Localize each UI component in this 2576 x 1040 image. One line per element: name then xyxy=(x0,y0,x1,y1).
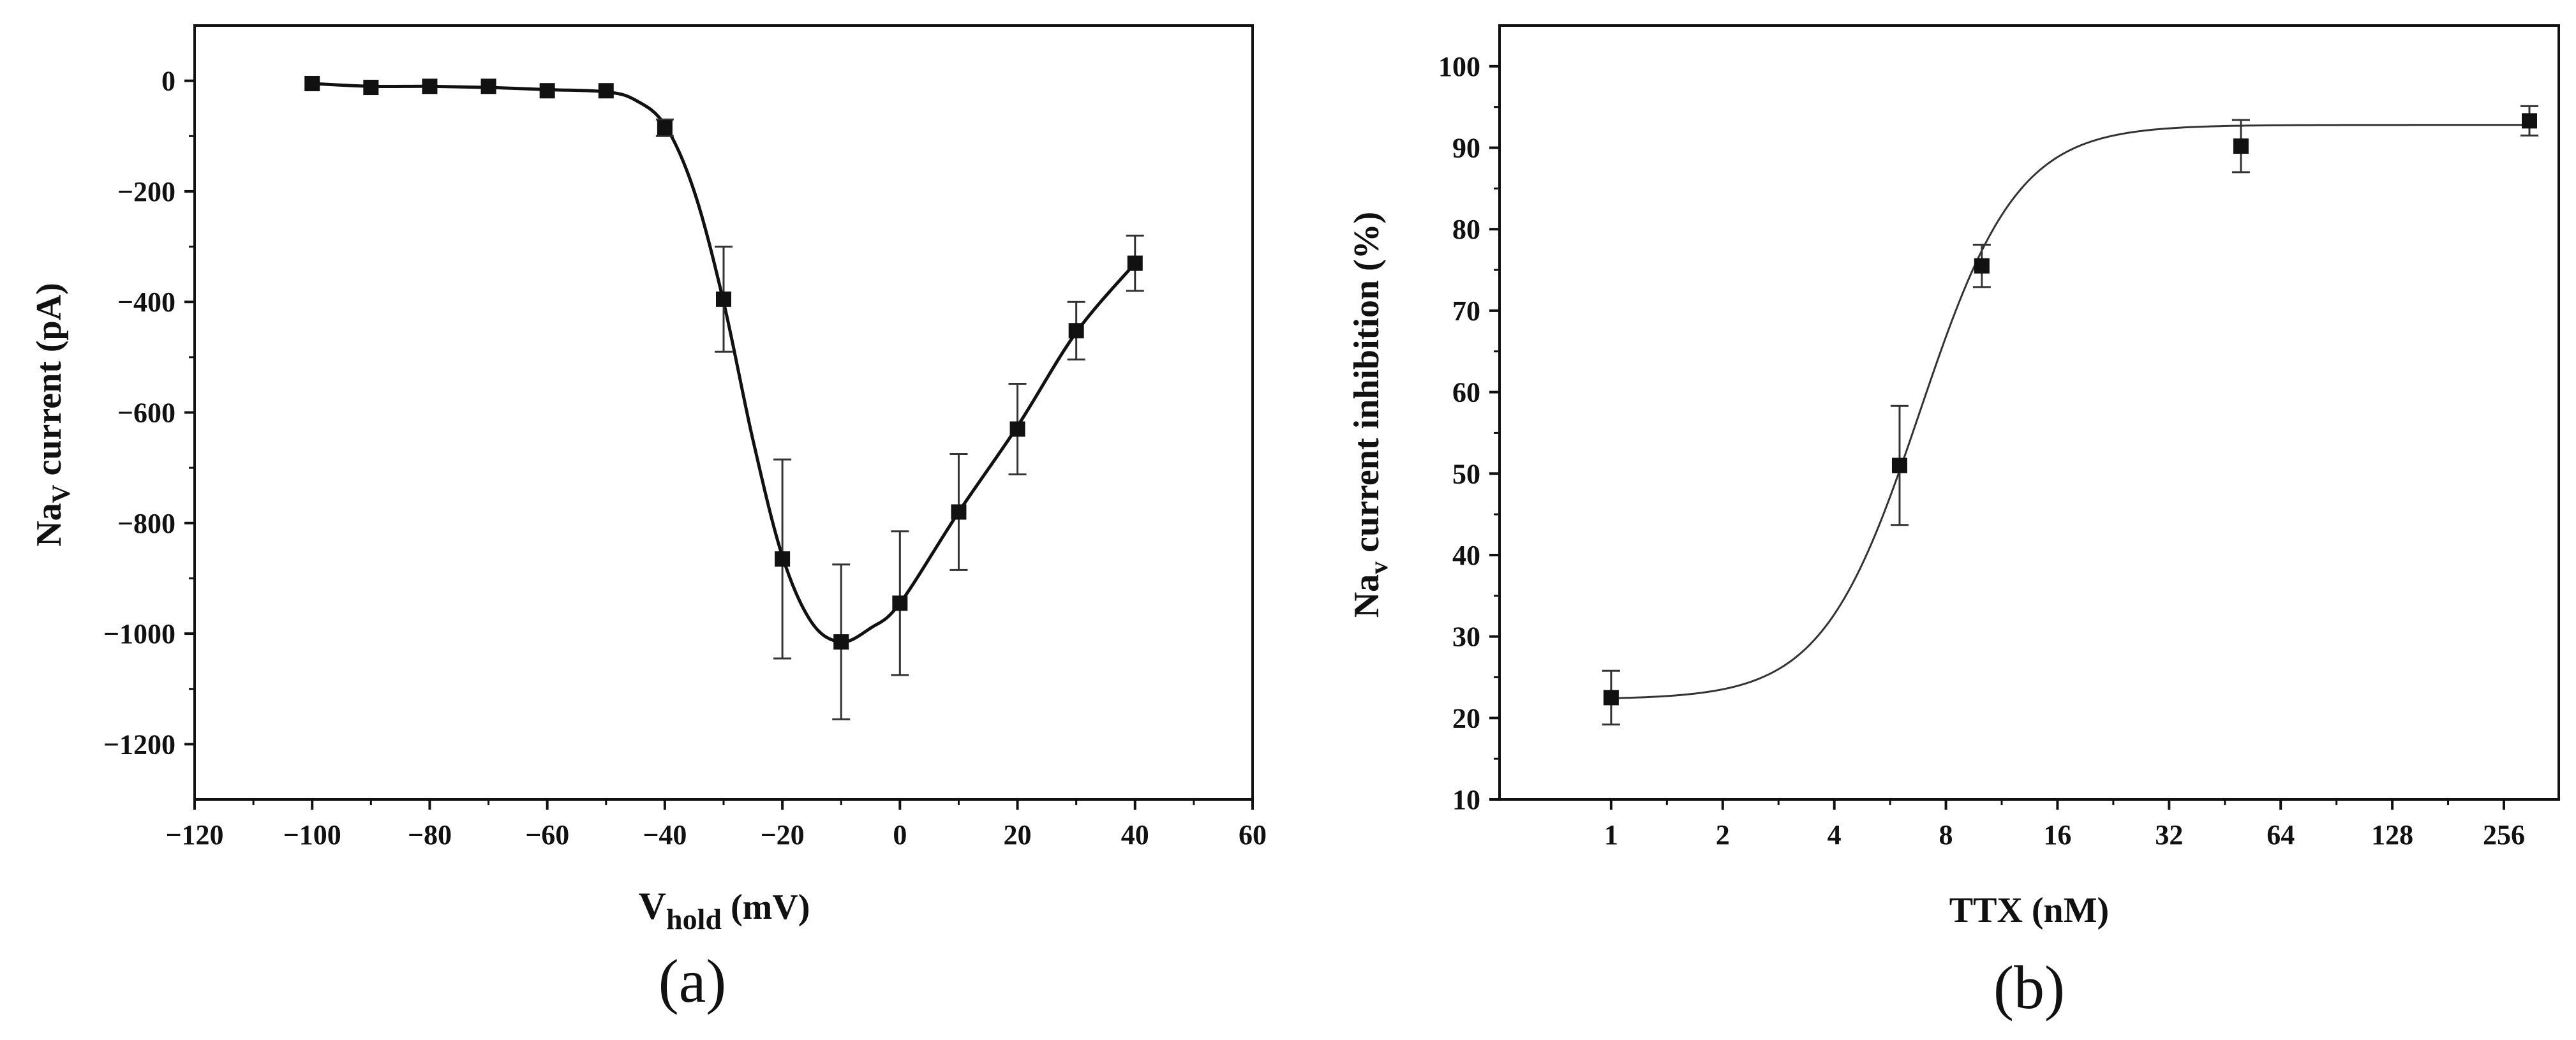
y-tick-label-a: −200 xyxy=(117,176,175,207)
data-point-a xyxy=(1009,421,1025,437)
x-tick-label-a: 40 xyxy=(1121,819,1149,851)
y-tick-label-b: 60 xyxy=(1452,377,1480,408)
data-point-a xyxy=(951,504,967,520)
data-point-a xyxy=(363,80,379,96)
data-point-a xyxy=(422,78,438,94)
data-point-a xyxy=(480,78,496,94)
data-point-b xyxy=(2233,138,2249,154)
data-point-a xyxy=(833,634,849,650)
data-point-b xyxy=(1891,457,1907,473)
x-tick-label-b: 16 xyxy=(2043,819,2071,851)
x-tick-label-b: 1 xyxy=(1604,819,1618,851)
x-tick-label-b: 8 xyxy=(1939,819,1953,851)
data-point-a xyxy=(1127,255,1143,271)
x-tick-label-a: −100 xyxy=(283,819,341,851)
y-tick-label-a: −1200 xyxy=(103,729,175,760)
x-tick-label-a: −120 xyxy=(165,819,223,851)
data-point-a xyxy=(892,595,908,611)
y-tick-label-b: 50 xyxy=(1452,458,1480,489)
y-tick-label-b: 30 xyxy=(1452,621,1480,653)
x-axis-title-a: Vhold (mV) xyxy=(639,885,810,935)
data-point-a xyxy=(539,83,555,99)
x-tick-label-a: −80 xyxy=(408,819,452,851)
x-tick-label-a: −20 xyxy=(761,819,805,851)
data-point-b xyxy=(1603,690,1619,706)
y-tick-label-a: −1000 xyxy=(103,618,175,650)
data-point-a xyxy=(775,551,791,567)
x-tick-label-a: 0 xyxy=(893,819,907,851)
y-tick-label-b: 20 xyxy=(1452,702,1480,734)
fit-curve-b xyxy=(1611,124,2529,699)
y-tick-label-a: 0 xyxy=(161,66,175,97)
data-point-b xyxy=(1974,258,1990,274)
panel-label-a: (a) xyxy=(659,947,727,1015)
data-point-a xyxy=(598,83,614,99)
y-tick-label-b: 100 xyxy=(1438,51,1480,82)
y-axis-title-b: Nav current inhibition (%) xyxy=(1347,212,1393,618)
data-point-a xyxy=(716,291,731,307)
x-axis-title-b: TTX (nM) xyxy=(1949,891,2109,930)
x-tick-label-b: 128 xyxy=(2371,819,2413,851)
data-point-b xyxy=(2521,113,2537,129)
y-tick-label-b: 90 xyxy=(1452,133,1480,164)
y-tick-label-b: 40 xyxy=(1452,540,1480,571)
plot-frame-b xyxy=(1498,24,2560,801)
y-tick-label-b: 80 xyxy=(1452,214,1480,245)
x-tick-label-b: 64 xyxy=(2267,819,2295,851)
x-tick-label-a: 60 xyxy=(1239,819,1267,851)
data-point-a xyxy=(1068,323,1084,339)
y-tick-label-b: 10 xyxy=(1452,784,1480,815)
x-tick-label-a: −40 xyxy=(643,819,687,851)
data-point-a xyxy=(657,120,673,136)
x-tick-label-a: 20 xyxy=(1004,819,1032,851)
panel-label-b: (b) xyxy=(1993,953,2065,1021)
x-tick-label-a: −60 xyxy=(525,819,569,851)
chart-panel-a: −120 −100 −80 −60 −40 −20 0 20 40 60 0−200−400−60… xyxy=(29,24,1267,1015)
y-axis-title-a: NaV current (pA) xyxy=(29,283,75,547)
y-tick-label-a: −400 xyxy=(117,286,175,318)
fit-curve-a xyxy=(312,82,1136,644)
chart-panel-b: 1 2 4 8 16 32 64 128 256 10 20 30 40 50 60 70 80 90 100 N… xyxy=(1347,24,2560,1021)
x-tick-label-b: 4 xyxy=(1828,819,1842,851)
x-tick-label-b: 256 xyxy=(2483,819,2525,851)
y-tick-label-b: 70 xyxy=(1452,295,1480,327)
x-tick-label-b: 2 xyxy=(1716,819,1730,851)
y-tick-label-a: −600 xyxy=(117,397,175,429)
data-point-a xyxy=(304,75,320,91)
x-tick-label-b: 32 xyxy=(2155,819,2183,851)
y-tick-label-a: −800 xyxy=(117,508,175,539)
